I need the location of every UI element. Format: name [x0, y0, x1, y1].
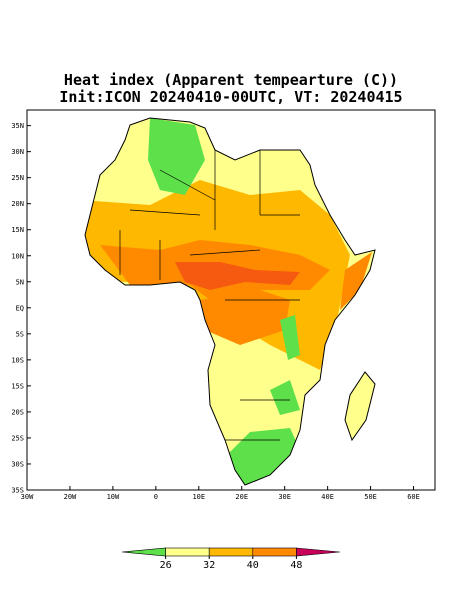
borders — [119, 150, 300, 441]
colorbar-segment — [252, 547, 297, 557]
y-tick-label: 15N — [11, 226, 24, 234]
map-subtitle: Init:ICON 20240410-00UTC, VT: 20240415 — [59, 88, 402, 106]
y-tick-label: 35S — [11, 487, 24, 495]
map-frame — [26, 109, 436, 491]
y-tick-label: 25S — [11, 434, 24, 442]
y-tick-label: 30S — [11, 460, 24, 468]
colorbar-segment — [208, 547, 254, 557]
x-tick-label: 30E — [278, 493, 291, 501]
x-tick-label: 50E — [364, 493, 377, 501]
colorbar-label: 48 — [290, 560, 302, 571]
colorbar-label: 26 — [160, 560, 172, 571]
map-title: Heat index (Apparent tempearture (C)) — [64, 71, 398, 89]
x-tick-label: 10E — [192, 493, 205, 501]
y-tick-label: 5S — [16, 330, 24, 338]
colorbar-label: 32 — [203, 560, 215, 571]
y-tick-label: 30N — [11, 148, 24, 156]
y-tick-label: 20N — [11, 200, 24, 208]
y-tick-label: 10N — [11, 252, 24, 260]
y-tick-label: 25N — [11, 174, 24, 182]
colorbar-segment — [296, 547, 341, 557]
x-tick-label: 0 — [154, 493, 158, 501]
x-tick-label: 30W — [21, 493, 34, 501]
x-tick-label: 10W — [107, 493, 120, 501]
y-tick-label: 20S — [11, 408, 24, 416]
colorbar: 26 32 40 48 — [121, 547, 341, 571]
colorbar-label: 40 — [247, 560, 259, 571]
x-tick-label: 40E — [321, 493, 334, 501]
y-tick-label: 35N — [11, 122, 24, 130]
x-tick-label: 20E — [235, 493, 248, 501]
y-tick-label: 5N — [16, 278, 24, 286]
x-tick-label: 60E — [407, 493, 420, 501]
x-tick-label: 20W — [64, 493, 77, 501]
coastline — [84, 117, 376, 486]
y-tick-label: EQ — [16, 304, 24, 312]
y-tick-label: 15S — [11, 382, 24, 390]
colorbar-segment — [165, 547, 210, 557]
y-tick-label: 10S — [11, 356, 24, 364]
